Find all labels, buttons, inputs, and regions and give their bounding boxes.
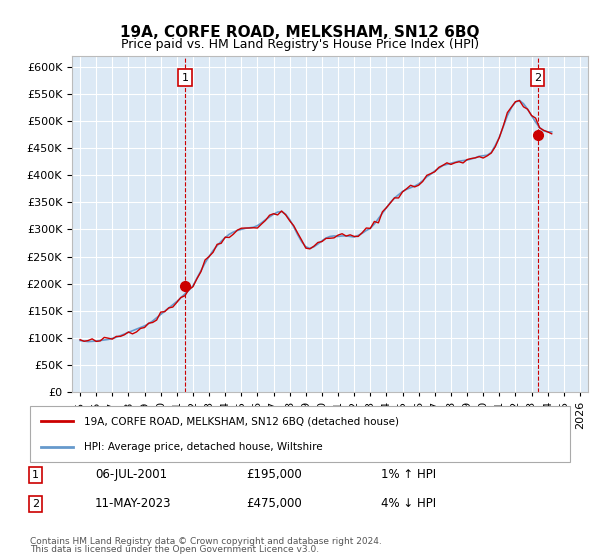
FancyBboxPatch shape: [30, 406, 570, 462]
Text: 06-JUL-2001: 06-JUL-2001: [95, 468, 167, 482]
Text: 1% ↑ HPI: 1% ↑ HPI: [381, 468, 436, 482]
Text: This data is licensed under the Open Government Licence v3.0.: This data is licensed under the Open Gov…: [30, 545, 319, 554]
Text: 19A, CORFE ROAD, MELKSHAM, SN12 6BQ: 19A, CORFE ROAD, MELKSHAM, SN12 6BQ: [120, 25, 480, 40]
Text: HPI: Average price, detached house, Wiltshire: HPI: Average price, detached house, Wilt…: [84, 442, 323, 452]
Text: 1: 1: [32, 470, 39, 480]
Text: 19A, CORFE ROAD, MELKSHAM, SN12 6BQ (detached house): 19A, CORFE ROAD, MELKSHAM, SN12 6BQ (det…: [84, 416, 399, 426]
Text: Contains HM Land Registry data © Crown copyright and database right 2024.: Contains HM Land Registry data © Crown c…: [30, 537, 382, 546]
Text: 2: 2: [534, 73, 541, 83]
Text: Price paid vs. HM Land Registry's House Price Index (HPI): Price paid vs. HM Land Registry's House …: [121, 38, 479, 51]
Text: £475,000: £475,000: [246, 497, 302, 510]
Text: 4% ↓ HPI: 4% ↓ HPI: [381, 497, 436, 510]
Text: 11-MAY-2023: 11-MAY-2023: [95, 497, 172, 510]
Text: 1: 1: [181, 73, 188, 83]
Text: £195,000: £195,000: [246, 468, 302, 482]
Text: 2: 2: [32, 499, 39, 509]
